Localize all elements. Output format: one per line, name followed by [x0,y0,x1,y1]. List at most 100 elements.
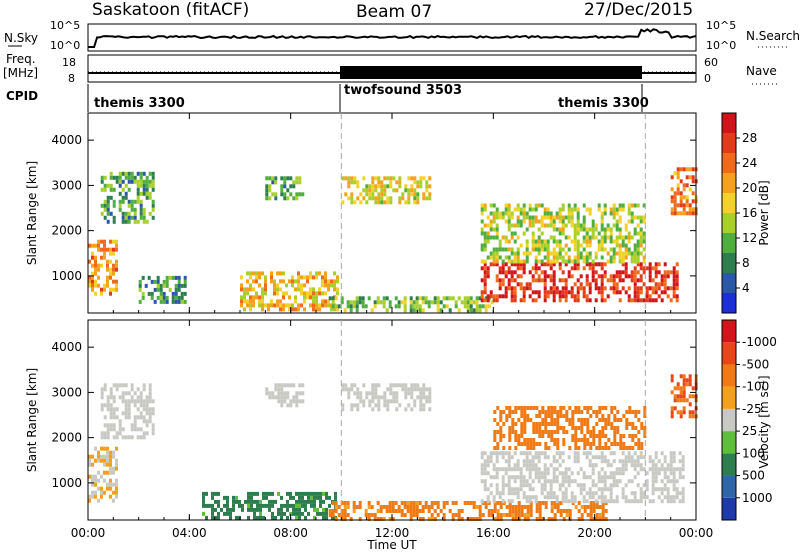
data-cell [645,479,649,484]
data-cell [685,211,689,216]
data-cell [115,175,119,180]
data-cell [531,467,535,472]
data-cell [636,483,640,488]
data-cell [642,239,646,244]
data-cell [88,454,91,459]
data-cell [609,274,613,279]
data-cell [330,283,333,288]
data-cell [297,287,300,292]
data-cell [577,438,581,442]
data-cell [489,475,493,480]
data-cell [651,290,655,295]
axes-layer: 00:00 04:00 08:00 12:00 16:00 20:00 00:0010002… [51,113,713,540]
data-cell [622,446,626,450]
data-cell [321,303,324,308]
data-cell [130,387,134,392]
data-cell [454,304,458,309]
data-cell [283,395,287,400]
data-cell [688,394,692,399]
data-cell [499,517,503,521]
data-cell [576,207,580,212]
colorbar-tick-label: -1000 [742,335,777,349]
data-cell [349,300,353,305]
data-cell [334,501,338,505]
data-cell [682,390,686,395]
data-cell [484,505,488,509]
data-cell [540,247,544,252]
colorbar-tick-label: -100 [742,380,769,394]
data-cell [106,283,109,288]
data-cell [112,247,115,252]
data-cell [538,430,542,434]
data-cell [379,505,383,509]
data-cell [147,291,151,296]
data-cell [546,491,550,496]
data-cell [589,406,593,410]
data-cell [600,243,604,248]
data-cell [633,499,637,504]
data-cell [568,517,572,521]
data-cell [379,509,383,513]
data-cell [268,176,272,181]
data-cell [598,438,602,442]
data-cell [618,255,622,260]
data-cell [639,495,643,500]
data-cell [373,304,377,309]
data-cell [612,282,616,287]
data-cell [627,451,631,456]
data-cell [564,235,568,240]
data-cell [410,184,414,189]
data-cell [483,231,487,236]
data-cell [571,426,575,430]
data-cell [588,451,592,456]
data-cell [274,192,278,197]
data-cell [534,475,538,480]
y-tick-label: 2000 [51,431,82,445]
data-cell [580,517,584,521]
data-cell [142,187,146,192]
data-cell [531,455,535,460]
data-cell [564,495,568,500]
data-cell [540,487,544,492]
data-cell [463,296,467,301]
data-cell [151,431,155,436]
data-cell [480,463,484,468]
colorbar-segment [722,497,736,520]
data-cell [648,455,652,460]
data-cell [588,235,592,240]
data-cell [168,287,172,292]
data-cell [516,495,520,500]
data-cell [151,427,155,432]
data-cell [259,499,262,504]
data-cell [651,266,655,271]
data-cell [145,175,149,180]
data-cell [280,503,283,508]
data-cell [148,183,152,188]
data-cell [341,387,345,392]
data-cell [543,255,547,260]
data-cell [589,505,593,509]
data-cell [124,215,128,220]
data-cell [591,235,595,240]
data-cell [582,487,586,492]
data-cell [121,219,125,224]
data-cell [118,207,122,212]
x-tick-label: 08:00 [273,526,308,540]
data-cell [654,262,658,267]
data-cell [353,200,357,205]
data-cell [403,296,407,301]
data-cell [592,430,596,434]
data-cell [634,426,638,430]
data-cell [425,188,429,193]
data-cell [279,299,282,304]
data-cell [540,215,544,220]
data-cell [663,475,667,480]
data-cell [255,291,258,296]
data-cell [585,251,589,256]
data-cell [543,223,547,228]
data-cell [358,296,362,301]
data-cell [340,300,344,305]
data-cell [136,427,140,432]
data-cell [486,471,490,476]
data-cell [615,227,619,232]
